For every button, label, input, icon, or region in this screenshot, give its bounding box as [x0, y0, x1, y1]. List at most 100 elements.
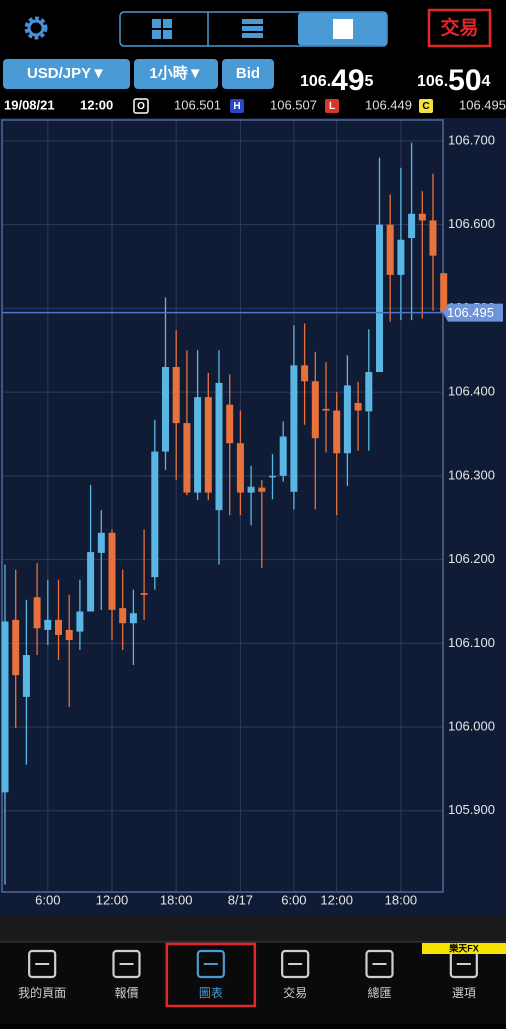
candle-body: [97, 532, 105, 553]
candle-body: [87, 552, 95, 612]
ask-big: 50: [448, 64, 481, 97]
tab-label: 報價: [114, 986, 138, 1000]
tab-label: 圖表: [199, 986, 223, 1000]
x-tick-label: 12:00: [320, 892, 353, 907]
ohlc-tag: O: [137, 101, 145, 112]
candle-body: [269, 475, 276, 478]
last-price-tag: [443, 303, 503, 322]
candle-body: [247, 486, 255, 493]
ask-pip: 4: [482, 73, 491, 90]
price-type-label: Bid: [236, 65, 260, 82]
candle-body: [183, 423, 191, 493]
candle-body: [119, 608, 127, 624]
spacer: [0, 916, 506, 942]
candle-body: [129, 613, 137, 624]
price-type-button[interactable]: [222, 59, 274, 89]
y-tick-label: 106.700: [448, 132, 495, 147]
last-price-label: 106.495: [447, 305, 494, 320]
plot-border: [1, 119, 444, 893]
trade-label: 交易: [440, 16, 478, 39]
tab-icon: [196, 949, 225, 979]
candle-body: [108, 532, 116, 610]
candle-body: [311, 381, 319, 439]
ohlc-tag-box: [419, 99, 433, 113]
candle-body: [258, 487, 266, 492]
y-tick-label: 106.400: [448, 384, 495, 399]
candle-body: [301, 365, 309, 382]
pair-button[interactable]: [3, 59, 130, 89]
candle-body: [215, 382, 223, 511]
tab-icon: [365, 949, 394, 979]
layout-quad[interactable]: [152, 19, 172, 39]
candle-body: [22, 655, 30, 697]
tab-label: 選項: [452, 986, 476, 1000]
badge-bg: [422, 943, 506, 954]
x-tick-label: 18:00: [385, 892, 418, 907]
active-tab-frame: [165, 942, 257, 1008]
candle-body: [279, 436, 287, 476]
candle-body: [151, 451, 159, 578]
candle-body: [140, 593, 148, 595]
ohlc-tag-box: [325, 99, 339, 113]
candle-body: [322, 408, 330, 411]
candle-body: [33, 597, 41, 629]
candle-body: [365, 372, 373, 412]
ohlc-tag: C: [422, 101, 429, 112]
candle-body: [429, 220, 437, 256]
pair-label: USD/JPY▼: [27, 65, 106, 82]
ohlc-row: O 106.501 H 106.507 L 106.449 C 106.495: [133, 97, 506, 114]
tab-label: 我的頁面: [18, 985, 66, 1000]
interval-button[interactable]: [134, 59, 218, 89]
ask-price: 106.504: [417, 64, 491, 97]
ohlc-tag: L: [329, 101, 335, 112]
y-tick-label: 105.900: [448, 802, 495, 817]
x-tick-label: 6:00: [281, 892, 306, 907]
info-date: 19/08/21: [4, 97, 55, 112]
candle-body: [162, 367, 169, 452]
tab[interactable]: 我的頁面: [18, 949, 66, 1000]
tab-label: 總匯: [367, 985, 391, 1000]
ohlc-value: 106.495: [459, 97, 506, 112]
candle-body: [440, 273, 448, 313]
candle-body: [408, 213, 416, 239]
candle-body: [343, 385, 351, 454]
ohlc-value: 106.507: [270, 97, 317, 112]
interval-label: 1小時▼: [149, 64, 202, 82]
candle-body: [236, 443, 244, 493]
candle-body: [376, 224, 383, 373]
ohlc-tag-box: [133, 98, 149, 114]
tab[interactable]: 交易: [281, 949, 310, 1000]
y-tick-label: 106.000: [448, 718, 495, 733]
tab-icon: [112, 949, 141, 979]
candle-body: [1, 621, 9, 793]
bid-big: 49: [331, 64, 364, 97]
tab[interactable]: 報價: [112, 949, 141, 1000]
tab[interactable]: 總匯: [365, 949, 394, 1000]
candle-body: [194, 397, 202, 493]
ask-prefix: 106.: [417, 73, 448, 90]
candle-body: [44, 619, 52, 630]
candle-body: [204, 397, 212, 493]
candle-body: [354, 403, 362, 411]
tab[interactable]: 圖表: [165, 942, 257, 1008]
candle-body: [397, 239, 405, 275]
ohlc-value: 106.501: [174, 97, 221, 112]
candle-body: [12, 619, 20, 676]
candle-body: [55, 619, 62, 635]
info-time: 12:00: [80, 97, 113, 112]
settings-icon[interactable]: [24, 16, 48, 40]
trade-button[interactable]: [427, 8, 492, 48]
x-tick-label: 12:00: [96, 892, 129, 907]
candle-body: [333, 410, 341, 454]
layout-single-icon: [333, 19, 353, 39]
x-tick-label: 8/17: [228, 892, 253, 907]
candle-body: [290, 365, 298, 492]
layout-rows[interactable]: [242, 19, 263, 38]
candle-body: [386, 224, 394, 275]
tab-bar: [0, 943, 506, 1024]
candle-body: [76, 611, 84, 632]
y-tick-label: 106.200: [448, 551, 495, 566]
y-tick-label: 106.600: [448, 216, 495, 231]
